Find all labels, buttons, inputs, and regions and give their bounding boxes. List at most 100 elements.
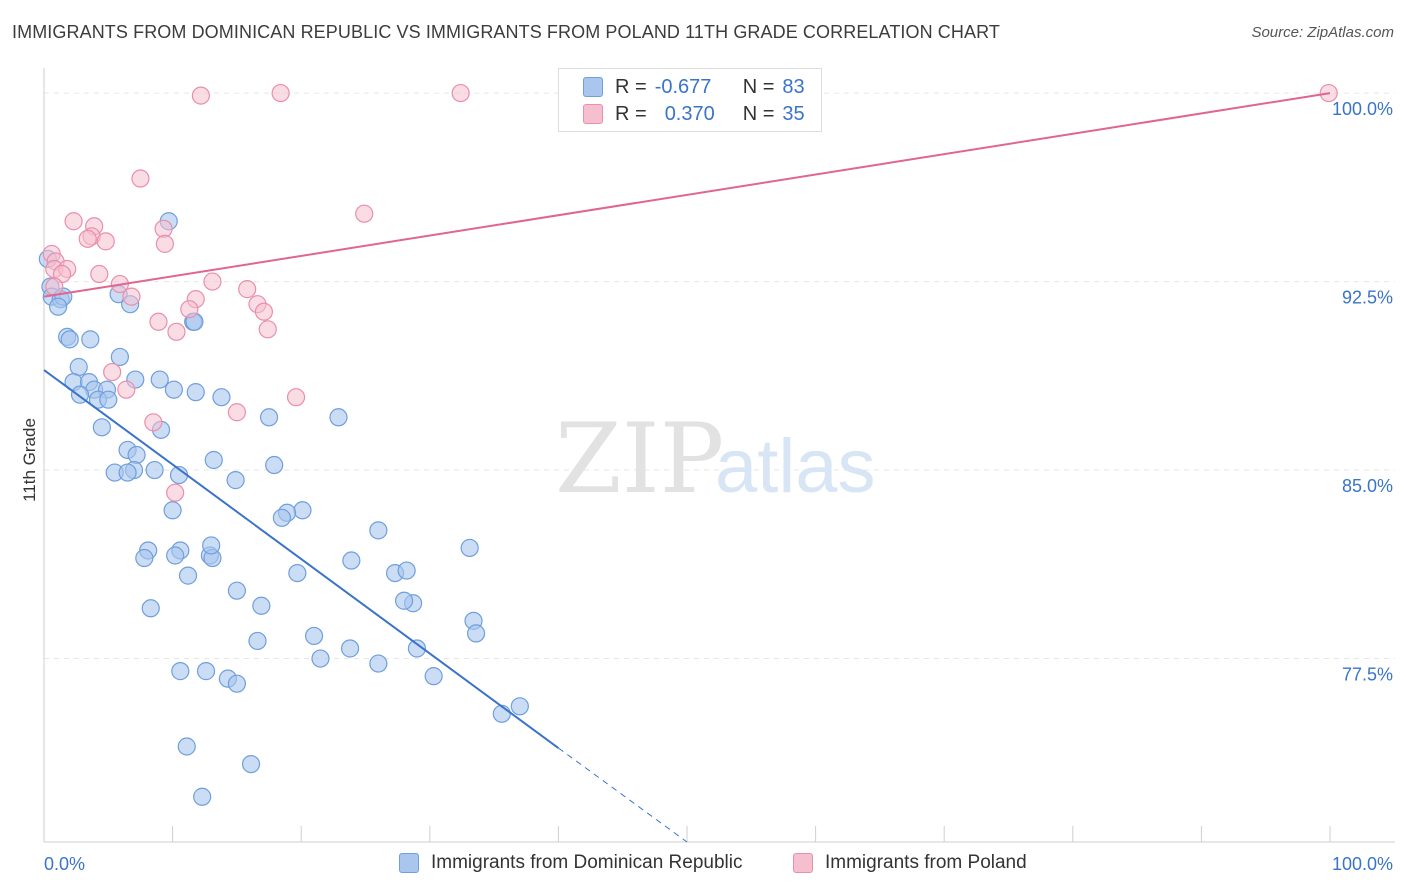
series-poland-points bbox=[42, 83, 1338, 502]
trend-lines bbox=[43, 92, 1331, 843]
data-point-dominican bbox=[141, 599, 160, 618]
data-point-poland bbox=[191, 86, 210, 105]
chart-title: IMMIGRANTS FROM DOMINICAN REPUBLIC VS IM… bbox=[12, 22, 1000, 42]
legend-swatch-blue bbox=[399, 853, 419, 873]
data-point-dominican bbox=[99, 390, 118, 409]
data-point-poland bbox=[78, 229, 97, 248]
data-point-poland bbox=[90, 264, 109, 284]
data-point-dominican bbox=[186, 383, 205, 402]
data-point-dominican bbox=[248, 631, 267, 651]
legend-label-poland: Immigrants from Poland bbox=[825, 852, 1027, 873]
data-point-poland bbox=[203, 272, 222, 291]
data-point-poland bbox=[64, 212, 83, 231]
data-point-dominican bbox=[60, 330, 79, 349]
data-point-dominican bbox=[177, 737, 196, 756]
data-point-dominican bbox=[118, 463, 137, 482]
data-point-dominican bbox=[288, 563, 307, 583]
legend-item-poland: Immigrants from Poland bbox=[793, 852, 1027, 874]
data-point-dominican bbox=[369, 521, 388, 540]
series-dominican-points bbox=[38, 212, 529, 806]
data-point-dominican bbox=[304, 626, 324, 646]
data-point-poland bbox=[355, 204, 374, 223]
data-point-dominican bbox=[202, 536, 221, 555]
data-point-dominican bbox=[342, 551, 361, 570]
data-point-dominican bbox=[394, 591, 414, 610]
data-point-dominican bbox=[196, 662, 216, 681]
data-point-dominican bbox=[259, 408, 279, 427]
data-point-dominican bbox=[407, 639, 427, 658]
watermark: ZIP atlas bbox=[555, 403, 876, 515]
stats-legend: R = -0.677 N = 83 R = 0.370 N = 35 bbox=[558, 68, 822, 132]
data-point-dominican bbox=[460, 538, 479, 558]
legend-row-dominican: R = -0.677 N = 83 bbox=[583, 73, 805, 101]
data-point-dominican bbox=[424, 667, 443, 686]
data-point-dominican bbox=[272, 508, 292, 527]
data-point-poland bbox=[180, 300, 199, 319]
data-point-poland bbox=[258, 320, 277, 339]
data-point-poland bbox=[45, 277, 64, 296]
data-point-dominican bbox=[69, 357, 88, 377]
legend-swatch-blue bbox=[583, 77, 603, 97]
data-point-poland bbox=[271, 83, 290, 103]
data-point-poland bbox=[154, 219, 173, 238]
data-point-dominican bbox=[293, 501, 312, 520]
y-tick-labels: 100.0% 92.5% 85.0% 77.5% bbox=[1332, 99, 1393, 684]
legend-r-value: -0.677 bbox=[654, 75, 712, 98]
data-point-dominican bbox=[49, 297, 68, 316]
legend-n-value: 35 bbox=[782, 102, 805, 125]
data-point-dominican bbox=[166, 546, 185, 565]
data-point-dominican bbox=[397, 561, 416, 580]
data-point-dominican bbox=[135, 548, 154, 568]
data-point-poland bbox=[451, 83, 470, 103]
y-tick-label: 85.0% bbox=[1342, 476, 1393, 496]
legend-row-poland: R = 0.370 N = 35 bbox=[583, 100, 805, 128]
x-tick-label: 100.0% bbox=[1332, 854, 1393, 874]
data-point-dominican bbox=[227, 581, 246, 600]
legend-item-dominican: Immigrants from Dominican Republic bbox=[399, 852, 743, 874]
x-tick-label: 0.0% bbox=[44, 854, 85, 874]
data-point-dominican bbox=[150, 370, 169, 389]
data-point-dominican bbox=[466, 624, 486, 643]
y-tick-label: 77.5% bbox=[1342, 665, 1393, 685]
legend-r-label: R = bbox=[615, 75, 647, 98]
y-axis-label: 11th Grade bbox=[20, 418, 39, 502]
data-point-dominican bbox=[212, 388, 231, 407]
data-point-dominican bbox=[252, 596, 271, 615]
data-point-dominican bbox=[340, 639, 360, 658]
data-point-dominican bbox=[510, 697, 529, 716]
legend-r-value: 0.370 bbox=[664, 102, 715, 125]
source-label: Source: ZipAtlas.com bbox=[1251, 24, 1394, 41]
data-point-dominican bbox=[164, 380, 183, 399]
axes bbox=[43, 68, 1395, 843]
data-point-dominican bbox=[329, 408, 348, 427]
data-point-dominican bbox=[193, 787, 212, 806]
data-point-dominican bbox=[127, 445, 146, 465]
data-point-dominican bbox=[227, 674, 246, 693]
data-point-dominican bbox=[110, 347, 129, 367]
data-point-dominican bbox=[81, 330, 100, 349]
data-point-poland bbox=[131, 169, 150, 188]
data-point-poland bbox=[254, 302, 274, 321]
data-point-poland bbox=[155, 234, 174, 253]
legend-r-label: R = bbox=[615, 102, 647, 125]
data-point-poland bbox=[167, 322, 186, 341]
data-point-dominican bbox=[204, 450, 223, 470]
data-point-dominican bbox=[92, 418, 111, 437]
data-point-poland bbox=[286, 388, 306, 407]
data-point-poland bbox=[166, 483, 185, 502]
gridlines bbox=[44, 92, 1395, 660]
legend-n-label: N = bbox=[742, 75, 775, 98]
x-tick-labels: 0.0% 100.0% bbox=[44, 854, 1393, 874]
legend-n-label: N = bbox=[742, 102, 775, 125]
y-tick-label: 100.0% bbox=[1332, 99, 1393, 119]
data-point-dominican bbox=[171, 662, 190, 681]
trend-line-dominican bbox=[43, 369, 559, 749]
legend-swatch-pink bbox=[793, 853, 813, 873]
trend-line-poland bbox=[43, 92, 1331, 298]
data-point-dominican bbox=[241, 754, 261, 774]
data-point-poland bbox=[144, 413, 163, 432]
legend-n-value: 83 bbox=[782, 75, 805, 98]
legend-label-dominican: Immigrants from Dominican Republic bbox=[431, 852, 743, 873]
data-point-poland bbox=[227, 403, 246, 422]
